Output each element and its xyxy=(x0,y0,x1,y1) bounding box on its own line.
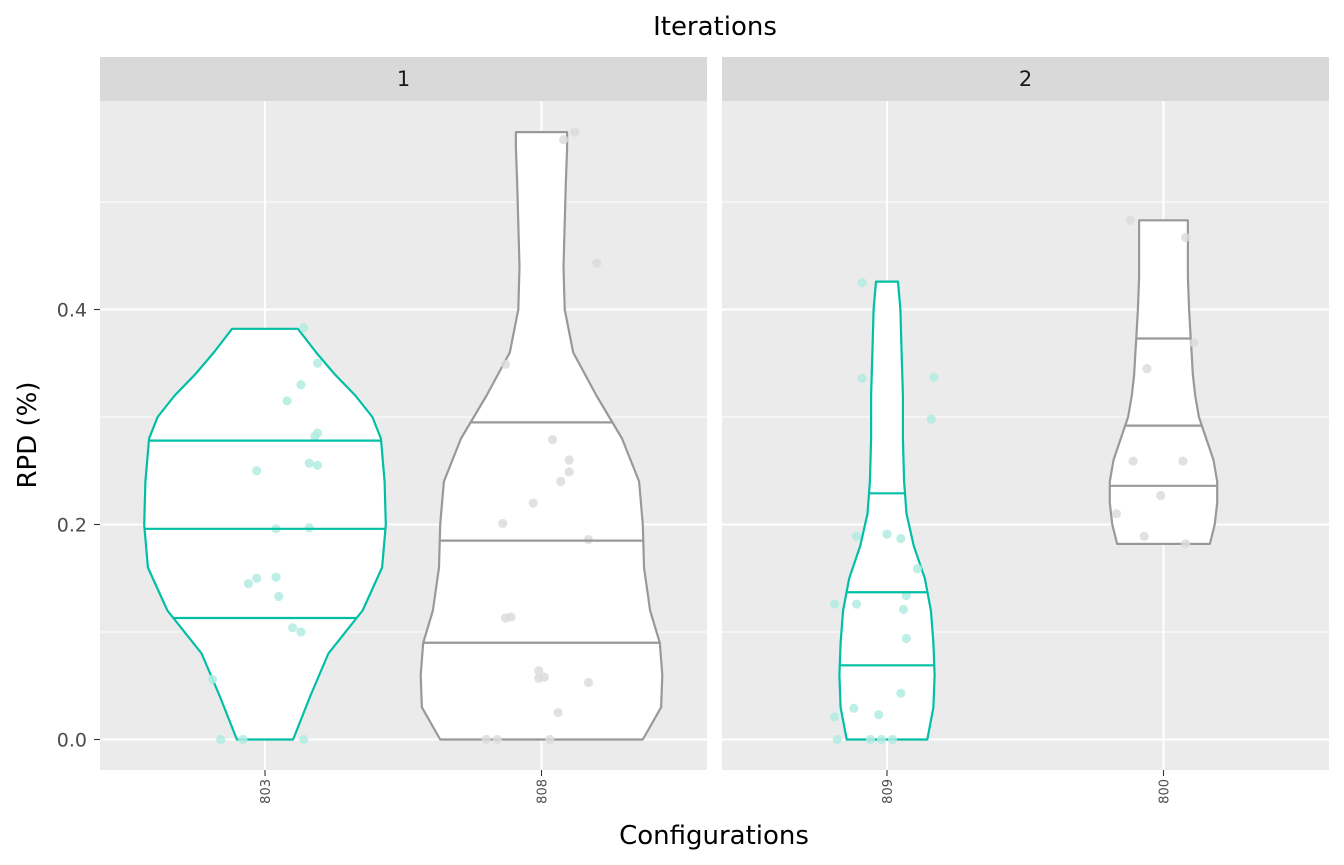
data-point xyxy=(312,428,323,438)
data-point xyxy=(238,734,248,745)
violin-803 xyxy=(143,327,387,741)
data-point xyxy=(592,258,602,268)
panel-background xyxy=(722,101,1329,770)
data-point xyxy=(1142,364,1152,374)
data-point xyxy=(1181,539,1191,549)
data-point xyxy=(851,531,862,541)
data-point xyxy=(926,414,936,424)
data-point xyxy=(498,518,508,529)
data-point xyxy=(912,563,923,574)
data-point xyxy=(832,734,842,745)
facet-strip xyxy=(722,57,1329,101)
data-point xyxy=(564,467,574,477)
facet-panels: 0.0 0.2 0.4 1 803 808 2 809 800 xyxy=(57,57,1329,804)
data-point xyxy=(296,380,306,390)
data-point xyxy=(271,572,281,582)
data-point xyxy=(1128,456,1138,466)
data-point xyxy=(252,466,262,476)
data-point xyxy=(553,708,563,718)
data-point xyxy=(896,688,906,698)
violin-809 xyxy=(838,280,936,741)
data-point xyxy=(1111,509,1122,519)
data-point xyxy=(896,533,906,544)
data-point xyxy=(545,734,555,745)
data-point xyxy=(829,712,840,722)
data-point xyxy=(282,396,292,406)
data-point xyxy=(570,127,580,137)
facet-strip-label: 2 xyxy=(1019,67,1032,91)
data-point xyxy=(929,372,939,382)
data-point xyxy=(865,734,876,745)
data-point xyxy=(901,633,911,644)
facet-strip xyxy=(100,57,707,101)
data-point xyxy=(876,734,887,745)
data-point xyxy=(564,455,574,465)
data-point xyxy=(874,710,884,720)
data-point xyxy=(299,323,309,333)
chart-title: Iterations xyxy=(653,12,777,42)
data-point xyxy=(243,579,254,589)
data-point xyxy=(500,359,511,369)
data-point xyxy=(299,734,309,745)
x-tick-label: 803 xyxy=(259,779,274,804)
data-point xyxy=(288,623,298,633)
data-point xyxy=(559,135,569,145)
facet-panel-2: 2 809 800 xyxy=(722,57,1329,804)
data-point xyxy=(534,666,544,676)
data-point xyxy=(898,604,909,615)
data-point xyxy=(857,373,867,383)
data-point xyxy=(1189,338,1199,348)
x-tick-label: 808 xyxy=(536,779,551,804)
data-point xyxy=(1139,531,1149,541)
data-point xyxy=(887,734,898,745)
data-point xyxy=(312,358,323,368)
data-point xyxy=(506,612,516,622)
data-point xyxy=(492,734,502,745)
facet-panel-1: 1 803 808 xyxy=(100,57,707,804)
data-point xyxy=(556,476,566,487)
data-point xyxy=(312,460,323,470)
data-point xyxy=(539,672,549,682)
data-point xyxy=(849,703,859,713)
data-point xyxy=(851,599,862,609)
x-tick-label: 800 xyxy=(1158,779,1173,804)
violin-808 xyxy=(419,131,664,741)
data-point xyxy=(1156,490,1166,501)
data-point xyxy=(252,573,262,583)
y-axis-label: RPD (%) xyxy=(13,381,43,488)
data-point xyxy=(528,498,538,508)
data-point xyxy=(547,434,558,445)
data-point xyxy=(481,734,491,745)
data-point xyxy=(296,627,306,637)
data-point xyxy=(1181,232,1191,243)
x-axis-label: Configurations xyxy=(619,821,809,851)
data-point xyxy=(583,677,594,688)
data-point xyxy=(882,529,892,539)
data-point xyxy=(304,458,314,468)
data-point xyxy=(207,674,218,684)
y-tick-label: 0.2 xyxy=(57,515,87,537)
data-point xyxy=(274,591,284,602)
data-point xyxy=(1125,215,1135,225)
data-point xyxy=(1178,456,1188,466)
x-tick-label: 809 xyxy=(881,779,896,804)
data-point xyxy=(857,278,867,288)
data-point xyxy=(829,599,840,609)
y-tick-label: 0.4 xyxy=(57,300,87,322)
facet-strip-label: 1 xyxy=(397,67,410,91)
data-point xyxy=(216,734,226,745)
y-tick-label: 0.0 xyxy=(57,730,87,752)
